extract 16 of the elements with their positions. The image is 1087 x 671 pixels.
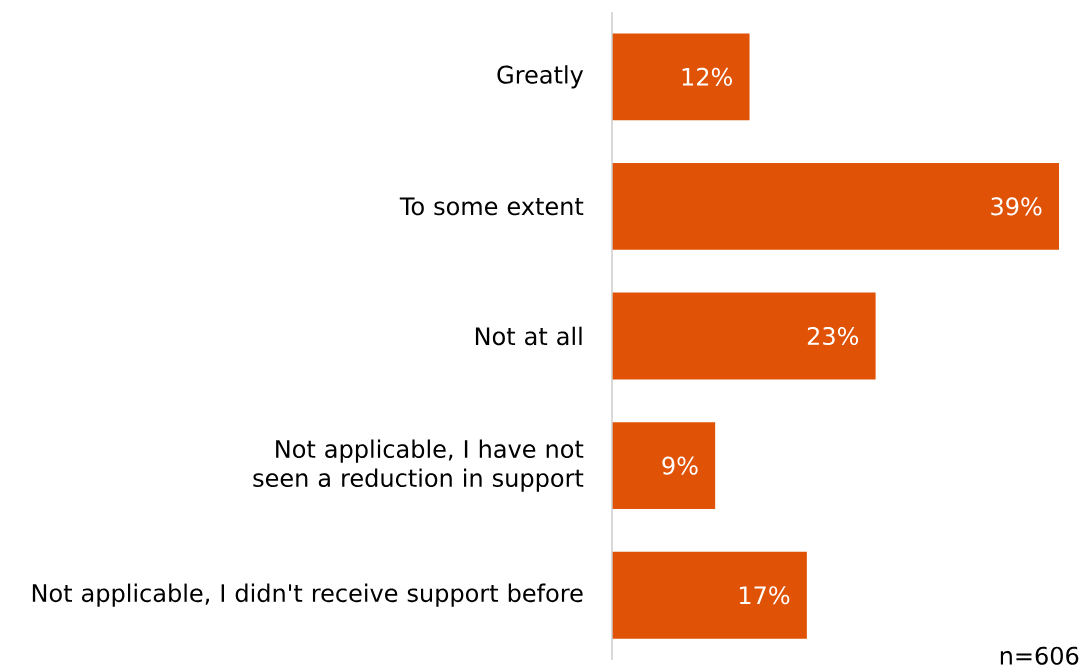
data-label: 39%	[991, 197, 1042, 216]
y-tick-label: Greatly	[497, 65, 584, 89]
bar	[612, 292, 876, 380]
data-label: 23%	[807, 326, 859, 346]
bar	[612, 162, 1059, 250]
data-label: 9%	[662, 456, 698, 475]
bar	[612, 551, 807, 639]
data-label: 12%	[682, 67, 733, 86]
bar	[612, 422, 716, 510]
annotation: n=606	[1000, 646, 1079, 665]
y-tick-label: To some extent	[399, 197, 584, 216]
bar	[612, 33, 750, 121]
y-tick-label: Not applicable, I have not seen a reduction in support	[253, 439, 584, 492]
data-label: 17%	[739, 586, 790, 605]
y-tick-label: Not applicable, I didn't receive support before	[32, 583, 583, 607]
y-tick-label: Not at all	[475, 326, 582, 346]
